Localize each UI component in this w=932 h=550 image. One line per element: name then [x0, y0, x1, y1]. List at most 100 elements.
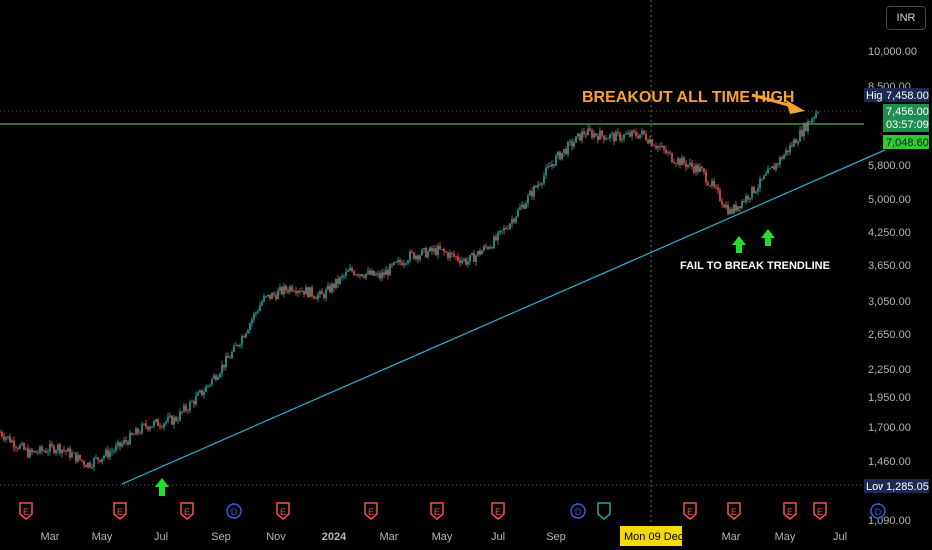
earnings-icon[interactable]: E	[430, 502, 444, 520]
candle	[301, 287, 303, 293]
candle	[29, 447, 31, 459]
candle	[127, 440, 129, 447]
candle	[817, 111, 819, 114]
candle	[611, 131, 613, 139]
candle	[73, 451, 75, 454]
candle	[617, 127, 619, 137]
earnings-icon[interactable]: E	[683, 502, 697, 520]
time-axis-label: Jul	[154, 531, 168, 543]
candle	[307, 286, 309, 299]
candle	[445, 250, 447, 254]
candle	[643, 130, 645, 136]
candle	[373, 270, 375, 277]
candle	[717, 184, 719, 195]
candle	[415, 254, 417, 262]
ascending-trendline[interactable]	[121, 149, 886, 485]
candle	[711, 178, 713, 189]
candle	[1, 430, 3, 439]
candle	[621, 134, 623, 144]
event-markers[interactable]: E E E ED E E E D E E E E D	[19, 502, 886, 520]
time-axis-label: Nov	[266, 531, 286, 543]
candle	[443, 247, 445, 256]
candle	[579, 133, 581, 142]
earnings-icon[interactable]: E	[113, 502, 127, 520]
candle	[811, 116, 813, 124]
candle	[331, 282, 333, 294]
candle	[391, 263, 393, 268]
candle	[259, 301, 261, 312]
earnings-icon[interactable]: E	[180, 502, 194, 520]
candle	[151, 426, 153, 428]
candle	[781, 155, 783, 161]
price-axis[interactable]: 10,000.008,500.005,800.005,000.004,250.0…	[868, 46, 917, 527]
candle	[171, 414, 173, 426]
candle	[175, 415, 177, 423]
candle	[669, 150, 671, 156]
candle	[271, 291, 273, 300]
svg-text:E: E	[280, 507, 286, 517]
split-icon[interactable]	[597, 502, 611, 520]
candle	[399, 257, 401, 266]
candle	[169, 412, 171, 419]
candle	[101, 458, 103, 465]
earnings-icon[interactable]: E	[813, 502, 827, 520]
earnings-icon[interactable]: E	[783, 502, 797, 520]
earnings-icon[interactable]: E	[276, 502, 290, 520]
candle	[355, 273, 357, 276]
candle	[427, 248, 429, 260]
earnings-icon[interactable]: E	[19, 502, 33, 520]
earnings-icon[interactable]: E	[491, 502, 505, 520]
candle	[395, 261, 397, 263]
candle	[47, 448, 49, 457]
svg-text:High: High	[866, 90, 889, 102]
price-axis-label: 2,650.00	[868, 329, 911, 341]
candle	[157, 417, 159, 427]
svg-text:E: E	[787, 507, 793, 517]
earnings-icon[interactable]: E	[727, 502, 741, 520]
candle	[141, 421, 143, 435]
candle	[713, 178, 715, 189]
earnings-icon[interactable]: E	[364, 502, 378, 520]
currency-button[interactable]: INR	[886, 6, 926, 30]
candle	[103, 454, 105, 461]
candle	[585, 130, 587, 139]
candle	[681, 154, 683, 166]
candle	[765, 170, 767, 176]
dividend-icon[interactable]: D	[870, 503, 886, 519]
candle	[813, 116, 815, 123]
candle	[773, 162, 775, 170]
candle	[503, 224, 505, 235]
candle	[377, 270, 379, 279]
arrow-up-icon	[155, 478, 169, 496]
candle	[489, 244, 491, 250]
candle	[273, 291, 275, 298]
candle	[801, 125, 803, 138]
candle	[649, 135, 651, 145]
candle	[25, 447, 27, 451]
candle	[147, 425, 149, 432]
candle	[281, 285, 283, 296]
candle	[39, 445, 41, 455]
candle	[27, 444, 29, 459]
candle	[349, 263, 351, 272]
candle	[381, 268, 383, 282]
candle	[529, 189, 531, 196]
dividend-icon[interactable]: D	[226, 503, 242, 519]
candle	[353, 269, 355, 277]
candle	[219, 372, 221, 380]
candle	[83, 459, 85, 469]
candle	[387, 267, 389, 280]
svg-text:Mon 09 Dec '24: Mon 09 Dec '24	[624, 531, 701, 543]
candle	[123, 436, 125, 446]
time-axis[interactable]: Mar May Jul Sep Nov 2024 Mar May Jul Sep Mar May Jul	[41, 531, 848, 543]
candle	[247, 328, 249, 334]
candle	[657, 145, 659, 153]
price-axis-label: 10,000.00	[868, 46, 917, 58]
candle	[493, 234, 495, 249]
dividend-icon[interactable]: D	[570, 503, 586, 519]
candle	[475, 254, 477, 266]
price-axis-label: 2,250.00	[868, 364, 911, 376]
candle	[491, 246, 493, 250]
candle	[743, 199, 745, 204]
